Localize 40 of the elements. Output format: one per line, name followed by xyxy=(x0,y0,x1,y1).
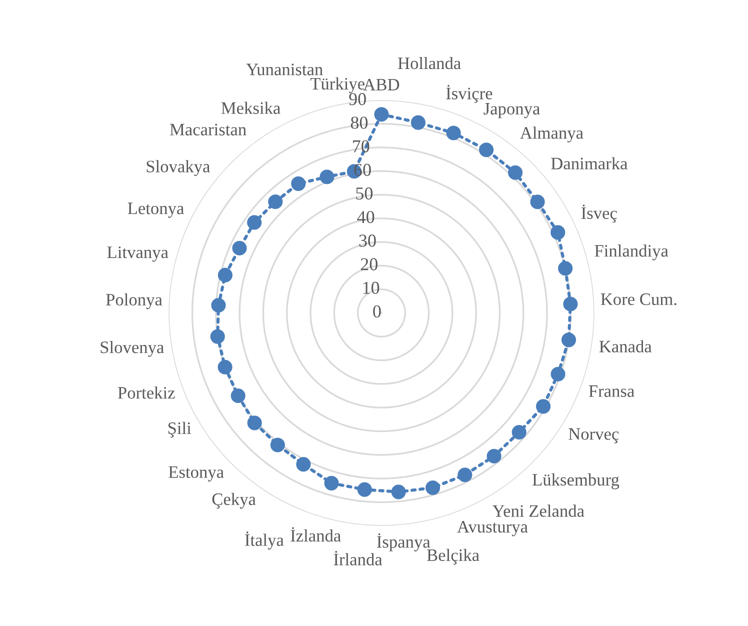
spoke-label: Almanya xyxy=(520,126,584,142)
y-tick-label: 90 xyxy=(349,93,366,106)
y-tick-label: 30 xyxy=(359,234,376,247)
spoke-label: İtalya xyxy=(245,532,284,550)
spoke-label: Avusturya xyxy=(457,520,528,536)
spoke-label: Slovakya xyxy=(146,160,210,176)
spoke-label: Türkiye xyxy=(310,77,364,94)
spoke-label: Japonya xyxy=(484,103,540,118)
spoke-label: Polonya xyxy=(106,293,162,310)
spoke-label: Danimarka xyxy=(551,157,628,170)
spoke-label: Norveç xyxy=(568,428,619,444)
spoke-label: İsveç xyxy=(581,204,617,223)
spoke-label: ABD xyxy=(363,78,400,90)
spoke-label: Şili xyxy=(168,422,192,438)
spoke-label: İsviçre xyxy=(446,84,492,103)
spoke-label: Litvanya xyxy=(107,246,168,262)
spoke-label: Letonya xyxy=(128,202,184,218)
y-tick-label: 10 xyxy=(363,282,380,294)
spoke-label: Finlandiya xyxy=(594,244,668,260)
y-tick-label: 20 xyxy=(360,258,378,270)
spoke-label: Slovenya xyxy=(100,340,164,357)
y-tick-label: 0 xyxy=(373,305,381,318)
spoke-label: Fransa xyxy=(588,385,634,397)
spoke-label: Meksika xyxy=(221,102,280,114)
spoke-label: Portekiz xyxy=(118,386,175,399)
spoke-label: Kore Cum. xyxy=(600,293,676,306)
spoke-label: Estonya xyxy=(168,466,224,482)
spoke-label: Macaristan xyxy=(170,124,246,136)
spoke-label: Lüksemburg xyxy=(532,473,620,490)
y-tick-label: 80 xyxy=(350,116,368,129)
y-tick-label: 70 xyxy=(353,140,370,152)
spoke-label: Kanada xyxy=(599,340,652,352)
spoke-label: Hollanda xyxy=(398,56,461,70)
y-tick-label: 50 xyxy=(356,187,373,200)
spoke-label: Yunanistan xyxy=(246,64,323,76)
y-tick-label: 40 xyxy=(357,210,374,224)
spoke-label: Yeni Zelanda xyxy=(492,504,584,517)
spoke-label: İrlanda xyxy=(334,550,382,566)
spoke-label: Çekya xyxy=(212,492,256,509)
spoke-label: İzlanda xyxy=(290,527,341,542)
